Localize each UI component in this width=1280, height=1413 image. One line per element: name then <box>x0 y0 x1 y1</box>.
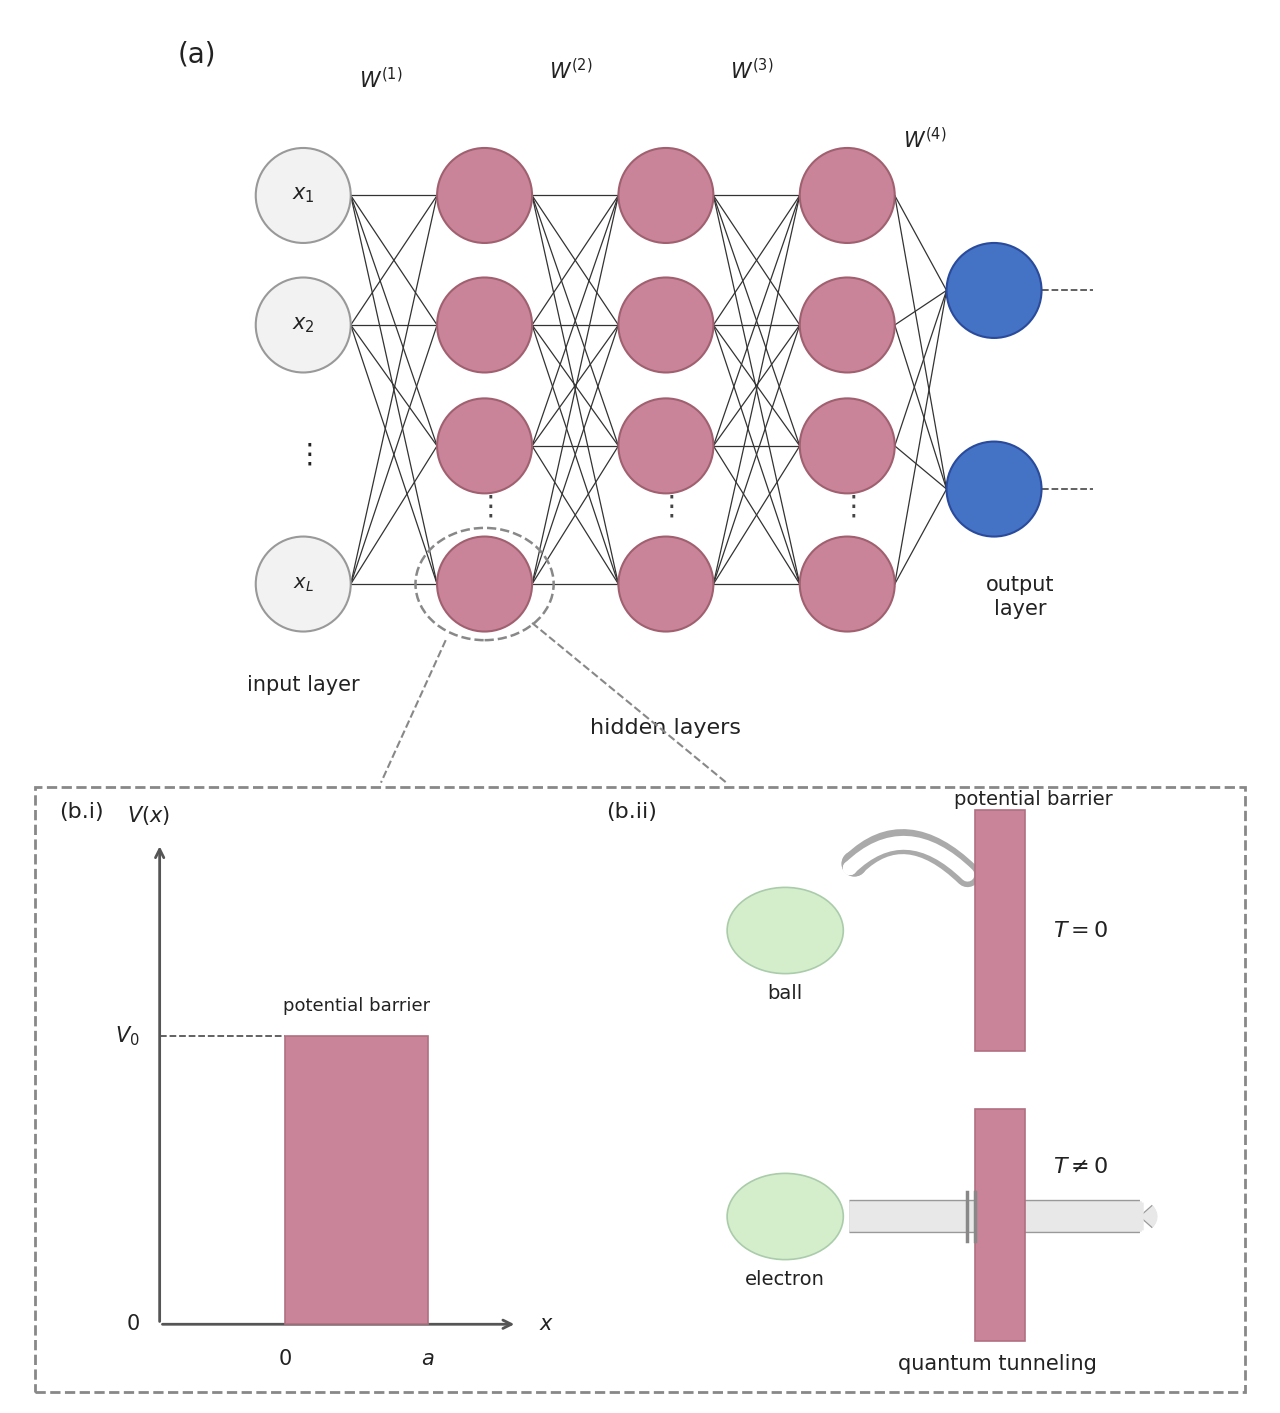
Circle shape <box>800 398 895 493</box>
Text: (a): (a) <box>178 40 216 68</box>
Text: $\vdots$: $\vdots$ <box>476 492 493 520</box>
Text: $x_1$: $x_1$ <box>292 185 315 205</box>
Text: $V_0$: $V_0$ <box>115 1024 140 1047</box>
Circle shape <box>618 537 713 632</box>
Text: input layer: input layer <box>247 674 360 695</box>
Text: $\vdots$: $\vdots$ <box>838 492 856 520</box>
Circle shape <box>946 243 1042 338</box>
Text: electron: electron <box>745 1270 826 1290</box>
Text: $V(x)$: $V(x)$ <box>127 804 170 827</box>
Circle shape <box>436 537 532 632</box>
Circle shape <box>946 442 1042 537</box>
Circle shape <box>800 537 895 632</box>
Text: $x$: $x$ <box>539 1314 554 1334</box>
Text: $W^{(1)}$: $W^{(1)}$ <box>360 66 403 92</box>
Circle shape <box>436 277 532 373</box>
Text: $W^{(3)}$: $W^{(3)}$ <box>731 58 774 83</box>
Text: $0$: $0$ <box>278 1349 292 1369</box>
Text: $T=0$: $T=0$ <box>1053 920 1108 941</box>
Circle shape <box>727 1173 844 1259</box>
Text: $x_2$: $x_2$ <box>292 315 315 335</box>
Circle shape <box>256 148 351 243</box>
Text: $a$: $a$ <box>421 1349 434 1369</box>
Text: potential barrier: potential barrier <box>955 790 1114 808</box>
Circle shape <box>618 277 713 373</box>
Text: $\vdots$: $\vdots$ <box>294 441 312 469</box>
Text: $W^{(4)}$: $W^{(4)}$ <box>904 127 947 153</box>
FancyArrowPatch shape <box>850 842 968 875</box>
Text: hidden layers: hidden layers <box>590 718 741 738</box>
Circle shape <box>800 277 895 373</box>
Bar <box>975 1109 1025 1341</box>
Circle shape <box>256 537 351 632</box>
Circle shape <box>800 148 895 243</box>
Text: output
layer: output layer <box>986 575 1055 619</box>
Bar <box>975 810 1025 1051</box>
Circle shape <box>618 398 713 493</box>
Circle shape <box>436 148 532 243</box>
FancyArrowPatch shape <box>854 842 968 875</box>
Circle shape <box>256 277 351 373</box>
Text: (b.ii): (b.ii) <box>607 803 658 822</box>
Text: $\vdots$: $\vdots$ <box>658 492 675 520</box>
Text: quantum tunneling: quantum tunneling <box>899 1354 1097 1373</box>
Text: (b.i): (b.i) <box>59 803 104 822</box>
Text: $x_L$: $x_L$ <box>293 575 314 593</box>
Circle shape <box>618 148 713 243</box>
Text: ball: ball <box>768 985 803 1003</box>
Text: $0$: $0$ <box>125 1314 140 1334</box>
Bar <box>284 1036 428 1324</box>
Circle shape <box>436 398 532 493</box>
Text: $W^{(2)}$: $W^{(2)}$ <box>549 58 593 83</box>
Text: potential barrier: potential barrier <box>283 998 430 1015</box>
Circle shape <box>727 887 844 974</box>
Text: $T\neq 0$: $T\neq 0$ <box>1053 1157 1108 1177</box>
